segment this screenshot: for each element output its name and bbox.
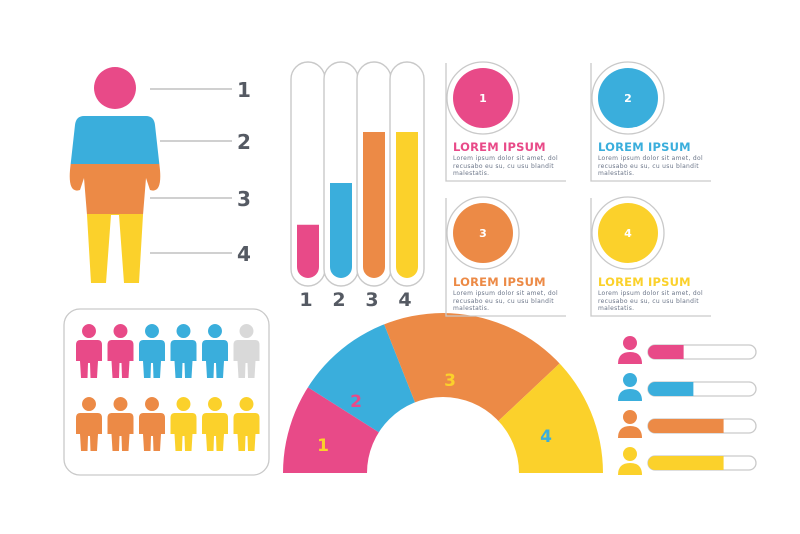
progress-fill-4 (648, 456, 724, 470)
person-legs-band (69, 214, 161, 283)
person-icon (202, 324, 228, 378)
card-body-3: Lorem ipsum dolor sit amet, dol recusabo… (453, 290, 558, 313)
card-body-4: Lorem ipsum dolor sit amet, dol recusabo… (598, 290, 703, 313)
card-number-4: 4 (624, 227, 632, 240)
bar-2 (330, 182, 352, 278)
card-number-1: 1 (479, 92, 487, 105)
person-avatar-body-icon (618, 389, 642, 401)
person-icon (107, 397, 134, 451)
person-torso-band (69, 116, 161, 164)
person-leader-lines (150, 88, 232, 254)
person-avatar-body-icon (618, 352, 642, 364)
person-icon (139, 324, 165, 378)
bar-chart (290, 61, 425, 287)
person-avatar-icon (623, 447, 637, 461)
people-grid (76, 324, 260, 451)
card-frame-1 (445, 63, 566, 182)
bar-3 (363, 132, 385, 278)
donut-label-1: 1 (317, 436, 329, 456)
person-label-2: 2 (237, 130, 251, 154)
donut-label-2: 2 (350, 392, 362, 412)
card-title-4: LOREM IPSUM (598, 275, 691, 289)
card-title-2: LOREM IPSUM (598, 140, 691, 154)
card-title-1: LOREM IPSUM (453, 140, 546, 154)
bar-4 (396, 132, 418, 278)
card-frame-4 (590, 198, 711, 317)
person-label-3: 3 (237, 187, 251, 211)
card-body-2: Lorem ipsum dolor sit amet, dol recusabo… (598, 155, 703, 178)
person-icon (233, 397, 260, 451)
person-icon (170, 324, 197, 378)
card-body-1: Lorem ipsum dolor sit amet, dol recusabo… (453, 155, 558, 178)
card-frame-3 (445, 198, 566, 317)
card-number-2: 2 (624, 92, 632, 105)
card-number-3: 3 (479, 227, 487, 240)
person-head-band (69, 67, 161, 116)
donut-label-3: 3 (444, 371, 456, 391)
person-icon (202, 397, 228, 451)
person-icon (76, 397, 102, 451)
bar-tick-label-1: 1 (299, 289, 313, 311)
person-figure (69, 67, 161, 283)
bar-tick-label-3: 3 (365, 289, 379, 311)
donut-label-4: 4 (540, 427, 552, 447)
progress-fill-2 (648, 382, 694, 396)
person-avatar-body-icon (618, 426, 642, 438)
person-icon (139, 397, 165, 451)
person-icon (170, 397, 197, 451)
card-frame-2 (590, 63, 711, 182)
person-avatar-icon (623, 373, 637, 387)
person-icon (76, 324, 102, 378)
person-label-1: 1 (237, 78, 251, 102)
bar-tick-label-2: 2 (332, 289, 346, 311)
person-avatar-icon (623, 410, 637, 424)
card-disc-1 (453, 68, 513, 128)
person-label-4: 4 (237, 242, 251, 266)
person-waist-band (69, 164, 161, 214)
person-icon (233, 324, 260, 378)
person-avatar-icon (623, 336, 637, 350)
card-title-3: LOREM IPSUM (453, 275, 546, 289)
bar-tick-label-4: 4 (398, 289, 412, 311)
progress-fill-1 (648, 345, 684, 359)
progress-bars (618, 336, 757, 475)
person-icon (107, 324, 134, 378)
card-disc-3 (453, 203, 513, 263)
info-cards (445, 61, 711, 317)
progress-fill-3 (648, 419, 724, 433)
card-disc-2 (598, 68, 658, 128)
person-avatar-body-icon (618, 463, 642, 475)
card-disc-4 (598, 203, 658, 263)
bar-1 (297, 224, 319, 278)
